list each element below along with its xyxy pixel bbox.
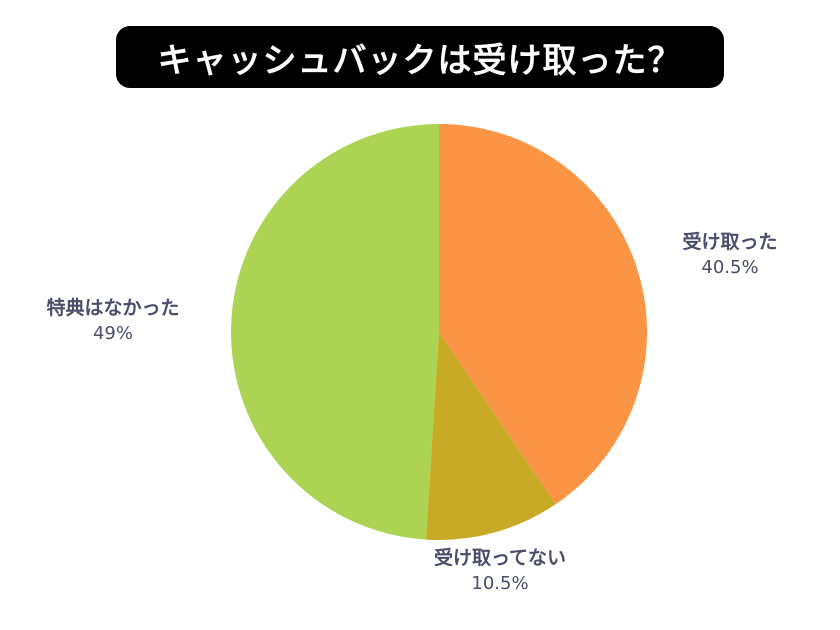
pie-slice-not-received: [425, 332, 556, 540]
slice-name-not-received: 受け取ってない: [433, 547, 567, 569]
slice-label-not-received: 受け取ってない 10.5%: [405, 546, 595, 596]
pie-slice-no-bonus: [231, 124, 439, 540]
slice-value-not-received: 10.5%: [471, 572, 529, 594]
pie-slice-received: [439, 124, 647, 505]
slice-value-received: 40.5%: [701, 256, 759, 278]
slice-value-no-bonus: 49%: [92, 322, 133, 344]
slice-label-received: 受け取った 40.5%: [660, 230, 800, 280]
chart-title-banner: キャッシュバックは受け取った？: [116, 26, 724, 88]
chart-title: キャッシュバックは受け取った？: [157, 40, 683, 81]
slice-name-received: 受け取った: [682, 231, 778, 253]
slice-label-no-bonus: 特典はなかった 49%: [18, 296, 208, 346]
slice-name-no-bonus: 特典はなかった: [46, 297, 180, 319]
